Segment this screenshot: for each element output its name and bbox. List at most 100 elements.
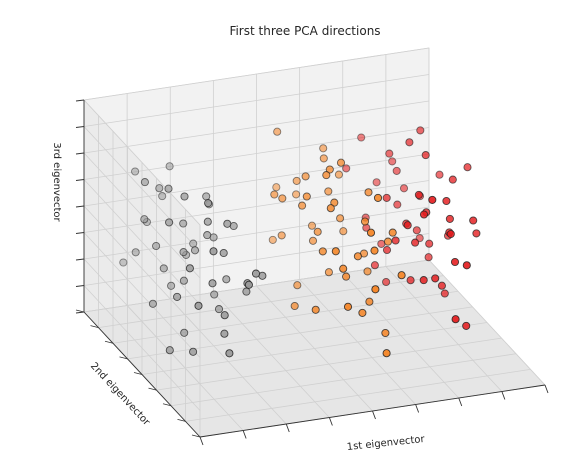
x-tick bbox=[544, 384, 549, 394]
data-point-series-0 bbox=[223, 219, 232, 228]
data-point-series-0 bbox=[185, 264, 194, 273]
x-tick bbox=[372, 410, 376, 420]
data-point-series-2 bbox=[424, 253, 433, 262]
y-tick bbox=[75, 309, 85, 313]
z-tick bbox=[75, 285, 85, 287]
data-point-series-0 bbox=[179, 276, 188, 285]
data-point-series-2 bbox=[391, 236, 400, 245]
data-point-series-2 bbox=[435, 170, 444, 179]
data-point-series-1 bbox=[381, 328, 390, 338]
data-point-series-2 bbox=[419, 276, 428, 285]
y-tick bbox=[133, 372, 143, 375]
x-tick bbox=[501, 391, 506, 400]
data-point-series-0 bbox=[165, 218, 174, 227]
data-point-series-2 bbox=[463, 163, 472, 172]
x-axis-label: 1st eigenvector bbox=[346, 434, 426, 453]
data-point-series-0 bbox=[173, 292, 182, 301]
data-point-series-0 bbox=[164, 184, 173, 193]
data-point-series-0 bbox=[189, 347, 198, 356]
gridline-y-floor bbox=[83, 259, 430, 313]
data-point-series-0 bbox=[159, 264, 168, 273]
data-point-series-1 bbox=[318, 247, 327, 256]
gridline-y-floor bbox=[127, 306, 473, 360]
data-point-series-1 bbox=[334, 170, 343, 179]
data-point-series-1 bbox=[324, 187, 333, 196]
x-tick bbox=[415, 404, 420, 413]
data-point-series-2 bbox=[377, 239, 386, 248]
data-point-series-1 bbox=[383, 237, 393, 246]
data-point-series-1 bbox=[270, 190, 279, 199]
gridline-z-left bbox=[83, 205, 201, 332]
data-point-series-0 bbox=[225, 349, 234, 358]
gridline-z-back bbox=[83, 153, 430, 207]
gridline-z-back bbox=[83, 74, 430, 127]
data-point-series-0 bbox=[140, 215, 149, 224]
data-point-series-0 bbox=[179, 219, 188, 228]
data-point-series-0 bbox=[194, 301, 203, 310]
data-point-series-1 bbox=[268, 235, 277, 244]
data-point-series-1 bbox=[273, 127, 282, 136]
data-point-series-1 bbox=[302, 192, 311, 201]
z-tick bbox=[75, 205, 85, 208]
data-point-series-2 bbox=[419, 210, 429, 219]
data-point-series-0 bbox=[219, 248, 228, 258]
y-tick bbox=[148, 387, 157, 391]
data-point-series-0 bbox=[220, 329, 229, 338]
data-point-series-2 bbox=[431, 274, 440, 283]
data-point-series-1 bbox=[365, 297, 374, 306]
data-point-series-1 bbox=[290, 301, 299, 311]
data-point-series-1 bbox=[373, 193, 383, 202]
data-point-series-1 bbox=[277, 231, 286, 240]
data-point-series-1 bbox=[313, 227, 322, 236]
data-point-series-2 bbox=[448, 175, 457, 184]
gridline-z-left bbox=[83, 152, 201, 279]
data-point-series-0 bbox=[242, 287, 251, 296]
data-point-series-1 bbox=[322, 171, 331, 180]
y-tick bbox=[104, 340, 114, 344]
y-tick bbox=[90, 325, 99, 329]
data-point-series-1 bbox=[339, 227, 348, 236]
data-point-series-1 bbox=[382, 349, 391, 358]
data-point-series-1 bbox=[371, 285, 380, 294]
data-point-series-2 bbox=[437, 281, 446, 290]
gridline-z-back bbox=[83, 127, 430, 180]
data-point-series-0 bbox=[204, 199, 213, 208]
data-point-series-1 bbox=[364, 188, 373, 197]
data-point-series-0 bbox=[158, 192, 167, 201]
data-point-series-0 bbox=[222, 275, 231, 284]
x-tick bbox=[242, 430, 247, 439]
data-point-series-1 bbox=[308, 236, 318, 245]
z-tick bbox=[75, 126, 85, 128]
gridline-x-floor bbox=[428, 259, 546, 386]
x-tick bbox=[199, 436, 204, 446]
data-point-series-1 bbox=[370, 246, 379, 255]
data-point-series-0 bbox=[209, 247, 218, 256]
data-point-series-0 bbox=[214, 305, 224, 314]
z-tick bbox=[75, 258, 85, 261]
y-tick bbox=[119, 356, 128, 360]
data-point-series-0 bbox=[244, 280, 253, 289]
data-point-series-0 bbox=[180, 192, 189, 201]
x-tick bbox=[328, 417, 333, 426]
data-point-series-0 bbox=[165, 162, 174, 171]
data-point-series-2 bbox=[382, 193, 391, 202]
z-tick bbox=[75, 311, 85, 314]
data-point-series-0 bbox=[251, 269, 261, 278]
data-point-series-2 bbox=[388, 157, 397, 166]
data-point-series-1 bbox=[336, 214, 345, 223]
data-point-series-1 bbox=[326, 204, 335, 213]
data-point-series-1 bbox=[358, 308, 367, 317]
gridline-z-left bbox=[83, 99, 201, 226]
data-point-series-2 bbox=[405, 138, 414, 147]
data-point-series-0 bbox=[208, 279, 217, 288]
data-point-series-2 bbox=[440, 289, 449, 298]
data-point-series-0 bbox=[179, 248, 188, 257]
data-point-series-2 bbox=[406, 276, 415, 285]
data-point-series-2 bbox=[342, 164, 351, 173]
data-point-series-2 bbox=[451, 315, 460, 324]
data-point-series-2 bbox=[446, 229, 455, 239]
data-point-series-2 bbox=[370, 261, 379, 270]
data-point-series-2 bbox=[393, 200, 402, 209]
data-point-series-1 bbox=[366, 228, 376, 237]
gridline-x-floor bbox=[342, 272, 460, 399]
